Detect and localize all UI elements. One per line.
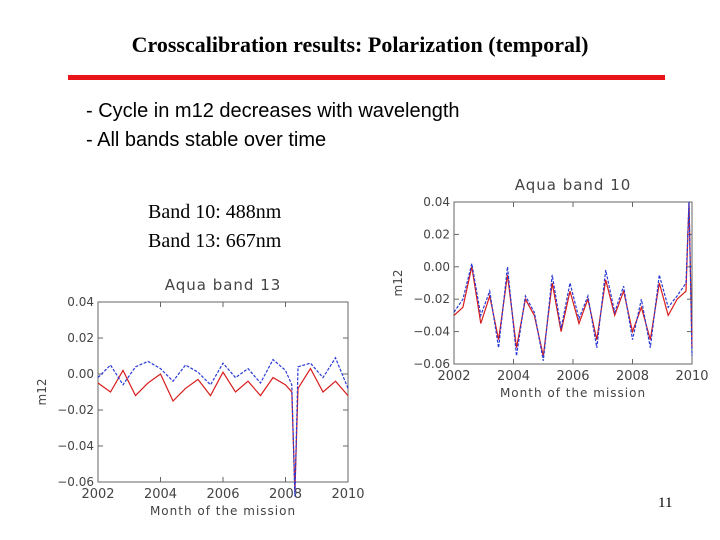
y-tick-label: 0.00 [423, 260, 450, 274]
bullet-list: - Cycle in m12 decreases with wavelength… [86, 97, 460, 155]
x-tick-label: 2010 [331, 487, 364, 502]
chart-band-13: Aqua band 13 0.04 0.02 0.00 −0.02 −0.04 −0.06 2… [8, 270, 370, 528]
bullet-item: - All bands stable over time [86, 129, 327, 151]
y-tick-label: 0.02 [423, 227, 450, 241]
series-line-red [97, 367, 349, 492]
chart-band-13-svg: Aqua band 130.040.020.00−0.02−0.04−0.062… [35, 276, 365, 518]
x-axis-label: Month of the mission [150, 504, 296, 518]
chart-band-10-svg: Aqua band 100.040.020.00−0.02−0.04−0.062… [391, 176, 709, 400]
y-tick-label: 0.04 [67, 295, 94, 309]
plot-frame [97, 301, 349, 483]
plot-frame [453, 201, 693, 365]
slide-title: Crosscalibration results: Polarization (… [131, 32, 589, 57]
bullet-item: - Cycle in m12 decreases with wavelength [86, 100, 460, 122]
x-tick-label: 2008 [616, 369, 649, 384]
y-tick-label: −0.06 [413, 357, 450, 371]
y-axis-label: m12 [391, 270, 405, 297]
x-tick-label: 2010 [675, 369, 708, 384]
x-tick-label: 2004 [497, 369, 530, 384]
x-tick-label: 2006 [556, 369, 589, 384]
y-tick-label: −0.02 [57, 403, 94, 417]
title-underline [68, 75, 665, 80]
x-tick-label: 2002 [81, 487, 114, 502]
x-tick-label: 2004 [144, 487, 177, 502]
series-line-blue [97, 356, 349, 497]
y-tick-label: −0.06 [57, 475, 94, 489]
x-tick-label: 2002 [437, 369, 470, 384]
x-tick-label: 2006 [206, 487, 239, 502]
y-tick-label: −0.04 [57, 439, 94, 453]
band-legend: Band 10: 488nm Band 13: 667nm [148, 198, 281, 256]
y-tick-label: 0.00 [67, 367, 94, 381]
series-line-red [453, 201, 693, 357]
chart-title: Aqua band 13 [165, 276, 282, 294]
chart-band-10: Aqua band 10 0.04 0.02 0.00 −0.02 −0.04 −0.06 2… [374, 168, 712, 410]
band-label: Band 13: 667nm [148, 230, 282, 252]
y-tick-label: 0.04 [423, 195, 450, 209]
x-tick-label: 2008 [269, 487, 302, 502]
band-label: Band 10: 488nm [148, 201, 282, 223]
y-tick-label: −0.04 [413, 325, 450, 339]
y-axis-label: m12 [35, 379, 49, 406]
series-line-blue [453, 201, 693, 361]
page-number: 11 [658, 495, 673, 511]
y-tick-label: −0.02 [413, 292, 450, 306]
y-tick-label: 0.02 [67, 331, 94, 345]
chart-title: Aqua band 10 [515, 176, 632, 194]
x-axis-label: Month of the mission [500, 386, 646, 400]
